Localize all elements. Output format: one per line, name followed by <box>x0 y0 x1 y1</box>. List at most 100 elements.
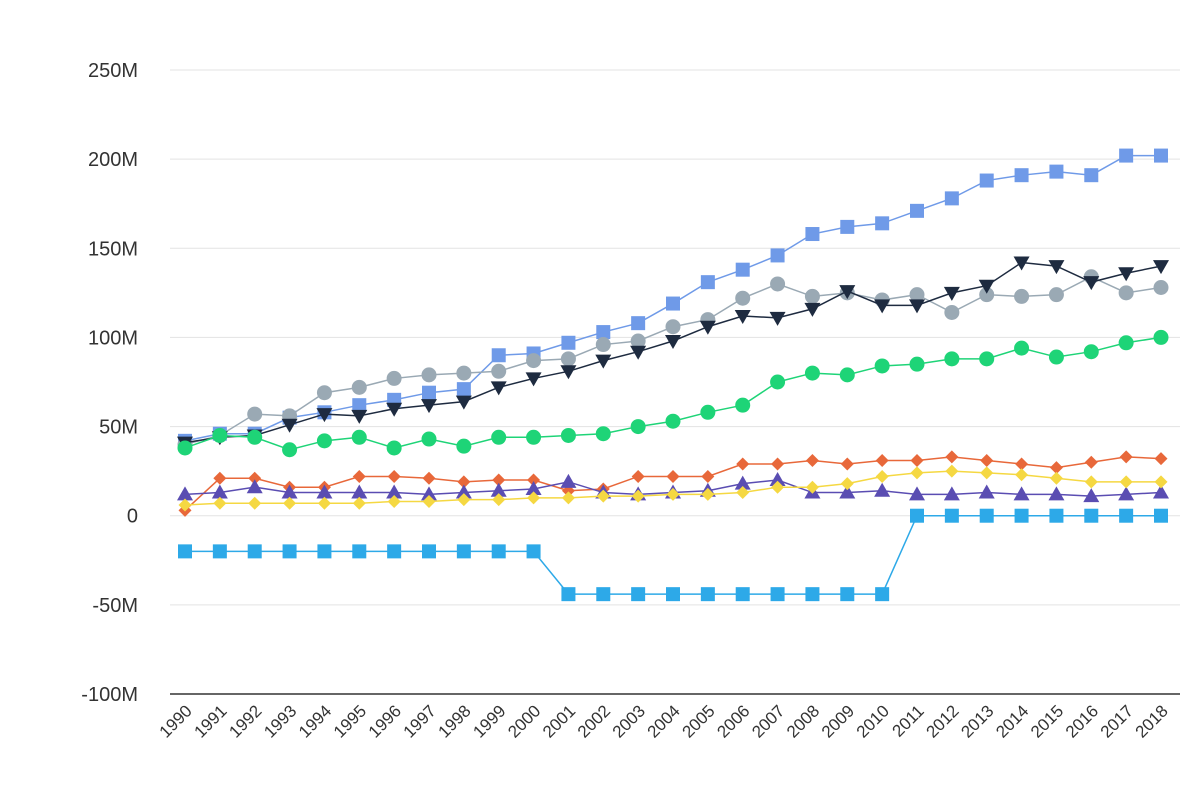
data-point <box>701 469 715 483</box>
data-point <box>281 418 298 433</box>
data-point <box>1083 344 1099 360</box>
x-tick-label: 2012 <box>923 701 963 741</box>
data-point <box>386 484 403 499</box>
data-point <box>456 544 471 559</box>
data-point <box>560 473 577 488</box>
x-tick-label: 1996 <box>365 701 405 741</box>
data-point <box>527 491 541 505</box>
data-point <box>247 429 263 445</box>
data-point <box>771 480 785 494</box>
x-tick-label: 1991 <box>191 701 231 741</box>
data-point <box>560 427 576 443</box>
data-point <box>281 484 298 499</box>
data-point <box>561 491 575 505</box>
data-point <box>178 544 192 559</box>
data-point <box>386 370 402 386</box>
data-point <box>490 381 507 396</box>
data-point <box>874 299 891 314</box>
data-point <box>736 486 750 500</box>
data-point <box>247 406 263 422</box>
data-point <box>316 385 332 401</box>
data-point <box>560 351 576 367</box>
data-point <box>1014 508 1029 523</box>
data-point <box>945 450 959 464</box>
data-point <box>909 299 925 314</box>
data-point <box>1118 267 1135 282</box>
data-point <box>490 482 507 497</box>
data-point <box>1119 450 1133 464</box>
data-point <box>666 469 680 483</box>
data-point <box>874 482 891 497</box>
data-point <box>1015 457 1029 471</box>
x-tick-label: 2009 <box>818 701 858 741</box>
data-point <box>1015 468 1029 482</box>
data-point <box>980 453 994 467</box>
data-point <box>212 544 227 559</box>
x-tick-label: 2002 <box>574 701 614 741</box>
series-group <box>177 148 1169 602</box>
data-point <box>282 544 297 559</box>
data-point <box>1014 288 1030 304</box>
x-tick-label: 2013 <box>957 701 997 741</box>
data-point <box>317 544 332 559</box>
data-point <box>805 587 820 602</box>
data-point <box>979 287 995 303</box>
data-point <box>735 587 750 602</box>
x-tick-label: 2004 <box>644 701 684 741</box>
data-point <box>840 219 855 234</box>
data-point <box>1153 484 1169 499</box>
data-point <box>596 325 611 340</box>
data-point <box>631 316 646 331</box>
data-point <box>735 290 751 306</box>
data-point <box>561 587 576 602</box>
data-point <box>735 397 751 413</box>
data-point <box>979 508 994 523</box>
x-tick-label: 2016 <box>1062 701 1102 741</box>
data-point <box>770 248 785 263</box>
data-point <box>1153 280 1169 296</box>
series-3 <box>177 329 1169 458</box>
data-point <box>351 484 368 499</box>
data-point <box>769 472 786 487</box>
data-point <box>875 216 890 231</box>
data-point <box>839 484 856 499</box>
data-point <box>177 440 193 456</box>
data-point <box>1084 455 1098 469</box>
data-point <box>525 480 542 495</box>
data-point <box>805 480 819 494</box>
x-tick-label: 2005 <box>679 701 719 741</box>
data-point <box>491 429 507 445</box>
data-point <box>352 469 366 483</box>
data-point <box>874 358 890 374</box>
data-point <box>387 494 401 508</box>
y-tick-label: 200M <box>88 149 138 171</box>
data-point <box>177 486 193 501</box>
data-point <box>421 399 437 414</box>
series-6 <box>178 464 1168 512</box>
data-point <box>1154 475 1168 489</box>
data-point <box>665 319 681 335</box>
data-point <box>456 438 472 454</box>
data-point <box>1048 260 1065 275</box>
data-point <box>526 429 542 445</box>
data-point <box>316 484 333 499</box>
data-point <box>944 191 959 206</box>
data-point <box>875 469 889 483</box>
data-point <box>700 275 715 290</box>
y-tick-label: 250M <box>88 60 138 82</box>
data-point <box>734 310 751 325</box>
data-point <box>944 304 960 320</box>
data-point <box>910 203 924 218</box>
data-point <box>595 354 612 369</box>
data-point <box>1153 329 1169 345</box>
data-point <box>665 334 681 349</box>
x-tick-label: 2017 <box>1097 701 1137 741</box>
data-point <box>631 587 646 602</box>
x-tick-label: 2003 <box>609 701 649 741</box>
data-point <box>387 469 401 483</box>
data-point <box>1083 276 1100 291</box>
data-point <box>1118 486 1135 501</box>
x-axis: 1990199119921993199419951996199719981999… <box>156 693 1180 742</box>
data-point <box>283 496 297 510</box>
data-point <box>456 382 471 397</box>
